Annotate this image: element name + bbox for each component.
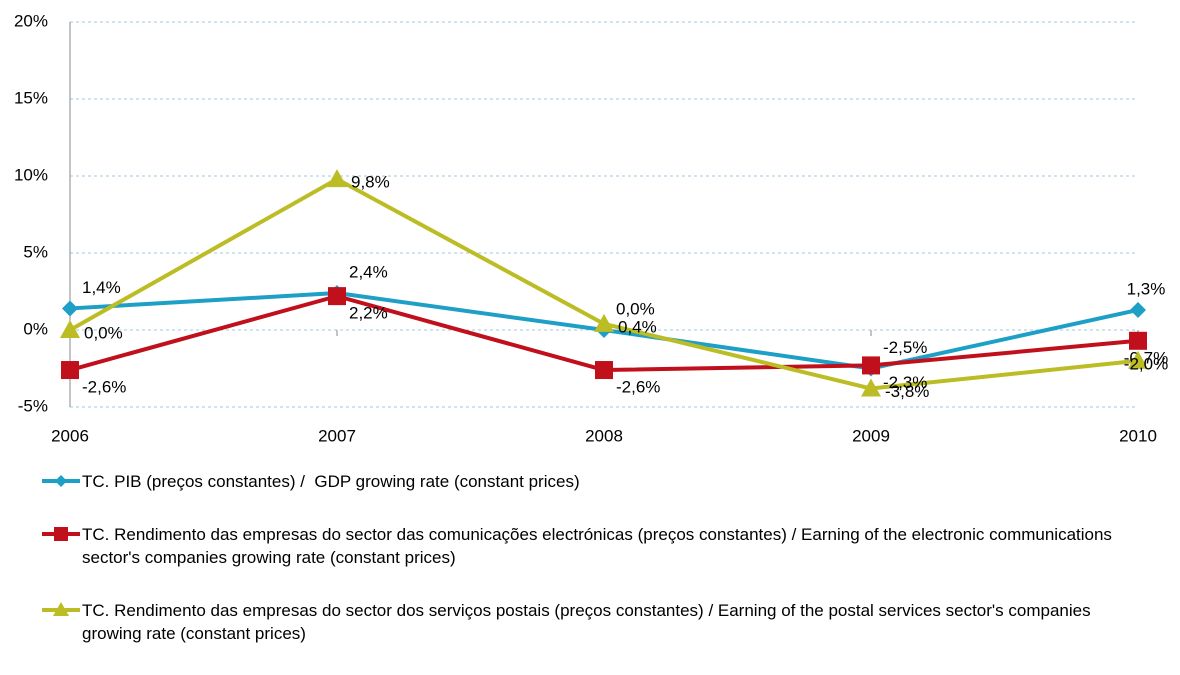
marker — [62, 300, 78, 317]
data-label: -2,0% — [1124, 354, 1168, 373]
legend-label: TC. PIB (preços constantes) / GDP growin… — [82, 472, 580, 491]
legend-label: TC. Rendimento das empresas do sector do… — [82, 601, 1096, 643]
y-tick-label: 20% — [14, 11, 48, 30]
x-tick-label: 2008 — [585, 426, 623, 445]
legend-marker — [55, 475, 67, 487]
legend-item: TC. Rendimento das empresas do sector do… — [40, 599, 1140, 645]
data-label: -3,8% — [885, 382, 929, 401]
legend-item: TC. PIB (preços constantes) / GDP growin… — [40, 470, 1140, 493]
marker — [861, 378, 881, 397]
data-label: -2,6% — [82, 378, 126, 397]
data-label: -2,3% — [883, 373, 927, 392]
marker — [328, 287, 346, 306]
data-label: -2,6% — [616, 378, 660, 397]
marker — [595, 361, 613, 380]
chart: -5% 0% 5% 10% 15% 20% 2006 2007 2008 2009 2010 1,4%… — [14, 11, 1168, 445]
marker — [1129, 331, 1147, 350]
legend-label: TC. Rendimento das empresas do sector da… — [82, 525, 1117, 567]
x-tick-label: 2009 — [852, 426, 890, 445]
legend-marker — [53, 602, 69, 616]
marker — [862, 356, 880, 375]
legend-marker — [54, 527, 68, 541]
y-tick-label: -5% — [18, 396, 48, 415]
data-label: 2,4% — [349, 263, 388, 282]
x-tick-label: 2010 — [1119, 426, 1157, 445]
data-label: 0,0% — [84, 323, 123, 342]
data-label: 0,4% — [618, 317, 657, 336]
marker — [1130, 301, 1146, 318]
page: -5% 0% 5% 10% 15% 20% 2006 2007 2008 2009 2010 1,4%… — [13, 11, 1169, 643]
data-label: -2,5% — [883, 338, 927, 357]
marker — [327, 169, 347, 188]
legend-swatch — [42, 527, 80, 541]
y-tick-label: 15% — [14, 88, 48, 107]
legend-item: TC. Rendimento das empresas do sector da… — [40, 523, 1140, 569]
legend-swatch — [42, 602, 80, 616]
y-tick-label: 0% — [23, 319, 48, 338]
data-label: 0,0% — [616, 299, 655, 318]
data-label: 1,4% — [82, 278, 121, 297]
x-tick-label: 2006 — [51, 426, 89, 445]
data-label: 2,2% — [349, 304, 388, 323]
y-tick-label: 5% — [23, 242, 48, 261]
legend-swatch — [42, 475, 80, 487]
x-tick-label: 2007 — [318, 426, 356, 445]
marker — [60, 320, 80, 338]
data-label: 1,3% — [1127, 279, 1166, 298]
marker — [594, 313, 614, 332]
legend: TC. PIB (preços constantes) / GDP growin… — [40, 470, 1140, 675]
data-label: 9,8% — [351, 173, 390, 192]
y-tick-label: 10% — [14, 165, 48, 184]
marker — [1128, 350, 1148, 369]
marker — [61, 361, 79, 380]
